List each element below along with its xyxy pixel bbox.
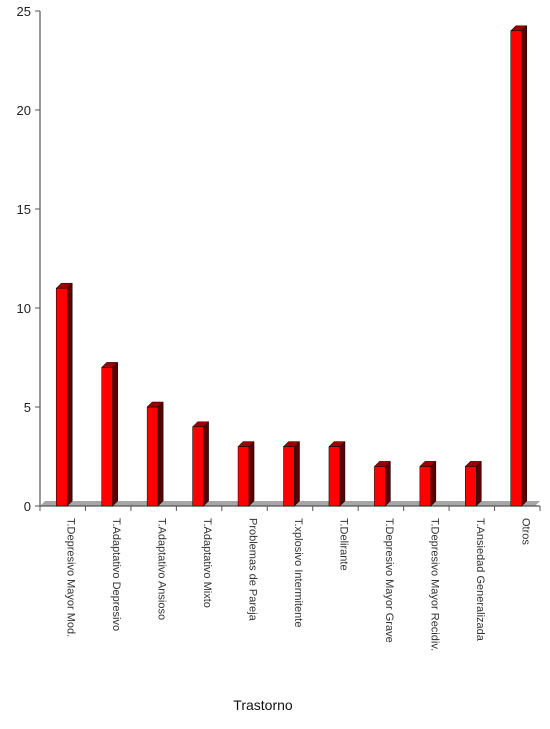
y-tick-label: 20 [17,103,31,118]
bar-front [283,446,295,507]
category-label: Problemas de Pareja [247,518,259,622]
bar [510,25,528,507]
bar [328,440,346,507]
y-tick-label: 5 [24,400,31,415]
bar-side [66,282,73,507]
y-tick-label: 10 [17,301,31,316]
bar [373,460,392,507]
bar [191,421,210,507]
category-label: T.Adaptativo Ansioso [156,518,168,620]
bar [419,460,437,507]
category-label: T.Ansiedad Generalizada [474,518,486,642]
bar-top [419,461,437,467]
bar-side [385,460,391,507]
bar-top [282,441,301,447]
bar-side [203,421,209,507]
category-label: T.Delirante [337,518,349,571]
bar-front [192,426,204,507]
bar-front [510,30,523,507]
bar-top [464,461,482,467]
bar-side [430,460,437,507]
bar-front [374,466,386,507]
bar [55,282,73,507]
y-tick-label: 15 [17,202,31,217]
bar-top [237,441,255,447]
bar-top [146,401,164,408]
category-label: T.xplosivo Intermitente [292,518,304,627]
bar-top [55,282,73,289]
bar-front [146,406,159,507]
y-tick-label: 25 [17,4,31,19]
bar-front [55,287,68,507]
bar [101,361,119,507]
bar [282,440,301,507]
bar-front [328,446,341,507]
bar-side [294,440,300,507]
bar-side [157,401,164,507]
bar-front [237,446,250,507]
bar-front [465,466,477,507]
bar-top [373,461,392,467]
bar-top [510,25,528,32]
x-axis-title: Trastorno [233,697,293,713]
bar-side [248,440,255,507]
bar-side [521,25,528,507]
bar-top [191,421,210,428]
bar-front [101,367,113,507]
category-label: Otros [519,518,531,545]
bar-side [112,361,118,507]
bar [464,460,482,507]
bar-side [339,440,346,507]
bar-side [476,460,482,507]
category-label: T.Adaptativo Mixto [201,518,213,608]
bar-front [419,466,432,507]
category-label: T.Adaptativo Depresivo [110,518,122,631]
category-label: T.Depresivo Mayor Mod. [65,518,77,637]
bar [237,440,255,507]
bar-top [101,362,119,368]
bar [146,401,164,507]
bar-top [328,441,346,447]
category-label: T.Depresivo Mayor Recidiv. [428,518,440,651]
y-tick-label: 0 [24,499,31,514]
category-label: T.Depresivo Mayor Grave [383,518,395,643]
